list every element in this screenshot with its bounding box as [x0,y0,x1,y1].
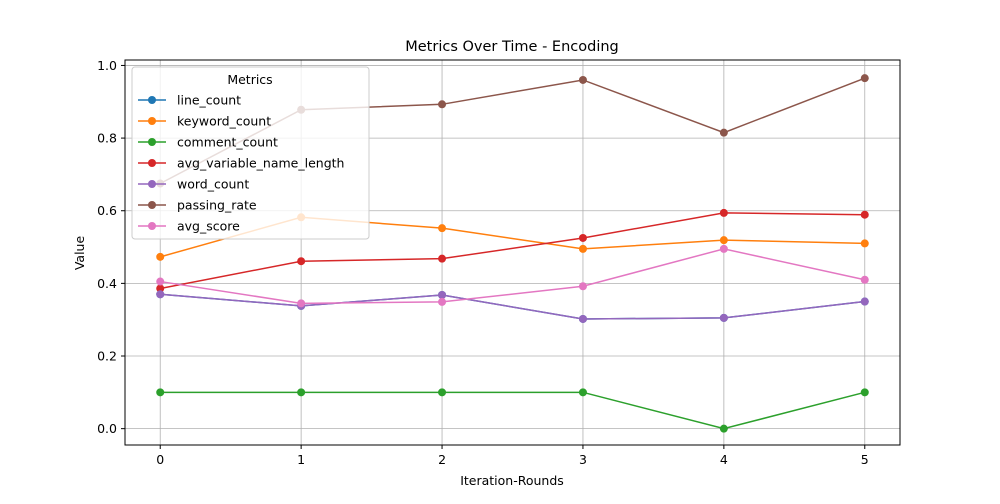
y-tick-label: 0.8 [97,131,117,146]
legend-item: passing_rate [138,198,257,213]
data-point [578,244,587,253]
data-point [438,388,447,397]
data-point [156,388,165,397]
series-word-count [156,290,869,323]
legend-item: avg_variable_name_length [138,156,344,171]
x-tick-label: 4 [720,452,728,467]
y-axis-ticks: 0.0 0.2 0.4 0.6 0.8 1.0 [97,58,125,436]
gridlines [125,60,900,445]
legend-swatch-marker [148,201,156,209]
legend-label: line_count [177,93,241,108]
data-point [719,236,728,245]
data-point [578,282,587,291]
data-point [156,252,165,261]
series-line [160,293,865,320]
y-axis-label: Value [72,236,87,271]
x-tick-label: 2 [438,452,446,467]
x-tick-label: 5 [861,452,869,467]
legend-swatch-marker [148,138,156,146]
legend-item: avg_score [138,219,240,234]
data-point [438,100,447,109]
legend-label: avg_score [177,219,240,234]
data-point [438,224,447,233]
legend-swatch-marker [148,222,156,230]
legend-label: passing_rate [177,198,257,213]
legend-item: word_count [138,177,249,192]
data-point [719,208,728,217]
y-tick-label: 1.0 [97,58,117,73]
legend-item: comment_count [138,135,278,150]
legend-swatch-marker [148,159,156,167]
data-point [297,299,306,308]
legend: Metrics line_count keyword_count comment_c… [131,66,370,240]
data-point [438,254,447,263]
chart-title: Metrics Over Time - Encoding [405,39,619,55]
legend-box [131,66,370,240]
y-tick-label: 0.0 [97,421,117,436]
data-point [860,74,869,83]
legend-swatch-marker [148,180,156,188]
y-tick-label: 0.6 [97,203,117,218]
data-point [156,290,165,299]
data-point [860,297,869,306]
legend-label: word_count [177,177,249,192]
y-tick-label: 0.4 [97,276,117,291]
data-point [860,388,869,397]
plot-frame [124,59,901,446]
data-point [438,297,447,306]
data-point [719,424,728,433]
y-tick-label: 0.2 [97,349,117,364]
series-line [160,212,865,290]
data-point [719,313,728,322]
data-point [860,239,869,248]
data-point [297,388,306,397]
legend-items: line_count keyword_count comment_count avg_… [138,93,344,234]
x-axis-ticks: 0 1 2 3 4 5 [156,445,869,467]
x-axis-label: Iteration-Rounds [460,473,564,488]
data-point [156,284,165,293]
series-comment-count [156,388,869,433]
data-point [297,257,306,266]
x-tick-label: 3 [579,452,587,467]
legend-label: comment_count [177,135,278,150]
data-point [719,128,728,137]
legend-title: Metrics [227,72,272,87]
data-point [438,290,447,299]
legend-item: line_count [138,93,241,108]
data-point [578,314,587,323]
data-point [578,388,587,397]
legend-swatch-marker [148,96,156,104]
data-point [860,210,869,219]
legend-label: keyword_count [177,114,271,129]
legend-label: avg_variable_name_length [177,156,344,171]
legend-swatch-marker [148,117,156,125]
data-point [860,275,869,284]
series-avg-variable-name-length [156,208,869,293]
series-avg-score [156,244,869,308]
legend-item: keyword_count [138,114,271,129]
series-line [160,248,865,305]
data-point [578,233,587,242]
x-tick-label: 0 [156,452,164,467]
data-point [156,277,165,286]
data-point [719,244,728,253]
x-tick-label: 1 [297,452,305,467]
series-line [160,391,865,430]
data-point [578,75,587,84]
